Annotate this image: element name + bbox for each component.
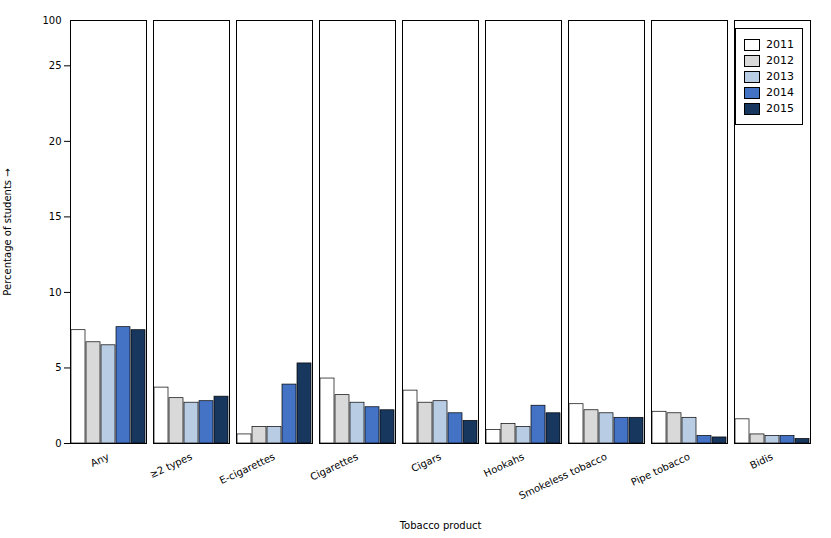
svg-text:20: 20 <box>49 136 62 147</box>
svg-text:Cigars: Cigars <box>409 451 442 474</box>
svg-text:E-cigarettes: E-cigarettes <box>218 451 277 486</box>
svg-text:Any: Any <box>89 451 111 469</box>
svg-text:5: 5 <box>55 362 61 373</box>
svg-text:Percentage of students →: Percentage of students → <box>2 168 13 295</box>
svg-text:Hookahs: Hookahs <box>482 451 526 479</box>
svg-text:Tobacco product: Tobacco product <box>399 520 482 531</box>
html-text:2011: 2011 <box>766 38 794 51</box>
svg-text:10: 10 <box>49 287 62 298</box>
html-text:2014: 2014 <box>766 86 794 99</box>
html-text:2015: 2015 <box>766 102 794 115</box>
svg-text:25: 25 <box>49 60 62 71</box>
svg-text:Cigarettes: Cigarettes <box>308 451 359 483</box>
svg-text:≥2 types: ≥2 types <box>148 451 194 480</box>
svg-text:100: 100 <box>42 15 61 26</box>
html-text:2012: 2012 <box>766 54 794 67</box>
svg-text:Bidis: Bidis <box>748 451 774 471</box>
svg-text:Smokeless tobacco: Smokeless tobacco <box>517 451 609 502</box>
html-text:2013: 2013 <box>766 70 794 83</box>
svg-text:15: 15 <box>49 211 62 222</box>
svg-text:Pipe tobacco: Pipe tobacco <box>629 451 692 488</box>
svg-text:0: 0 <box>55 438 61 449</box>
